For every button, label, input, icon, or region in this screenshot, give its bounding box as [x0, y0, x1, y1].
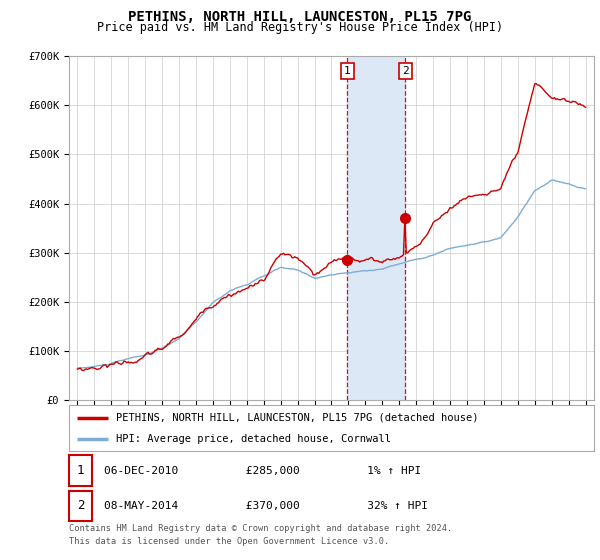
- Bar: [347, 56, 406, 400]
- Text: 1: 1: [344, 66, 350, 76]
- Text: PETHINS, NORTH HILL, LAUNCESTON, PL15 7PG: PETHINS, NORTH HILL, LAUNCESTON, PL15 7P…: [128, 10, 472, 24]
- Text: 1: 1: [77, 464, 84, 477]
- Text: 2: 2: [77, 500, 84, 512]
- Text: Contains HM Land Registry data © Crown copyright and database right 2024.
This d: Contains HM Land Registry data © Crown c…: [69, 524, 452, 545]
- Text: 2: 2: [402, 66, 409, 76]
- Text: 06-DEC-2010          £285,000          1% ↑ HPI: 06-DEC-2010 £285,000 1% ↑ HPI: [104, 466, 421, 475]
- Text: PETHINS, NORTH HILL, LAUNCESTON, PL15 7PG (detached house): PETHINS, NORTH HILL, LAUNCESTON, PL15 7P…: [116, 413, 479, 423]
- Text: HPI: Average price, detached house, Cornwall: HPI: Average price, detached house, Corn…: [116, 434, 391, 444]
- Text: Price paid vs. HM Land Registry's House Price Index (HPI): Price paid vs. HM Land Registry's House …: [97, 21, 503, 34]
- Text: 08-MAY-2014          £370,000          32% ↑ HPI: 08-MAY-2014 £370,000 32% ↑ HPI: [104, 501, 428, 511]
